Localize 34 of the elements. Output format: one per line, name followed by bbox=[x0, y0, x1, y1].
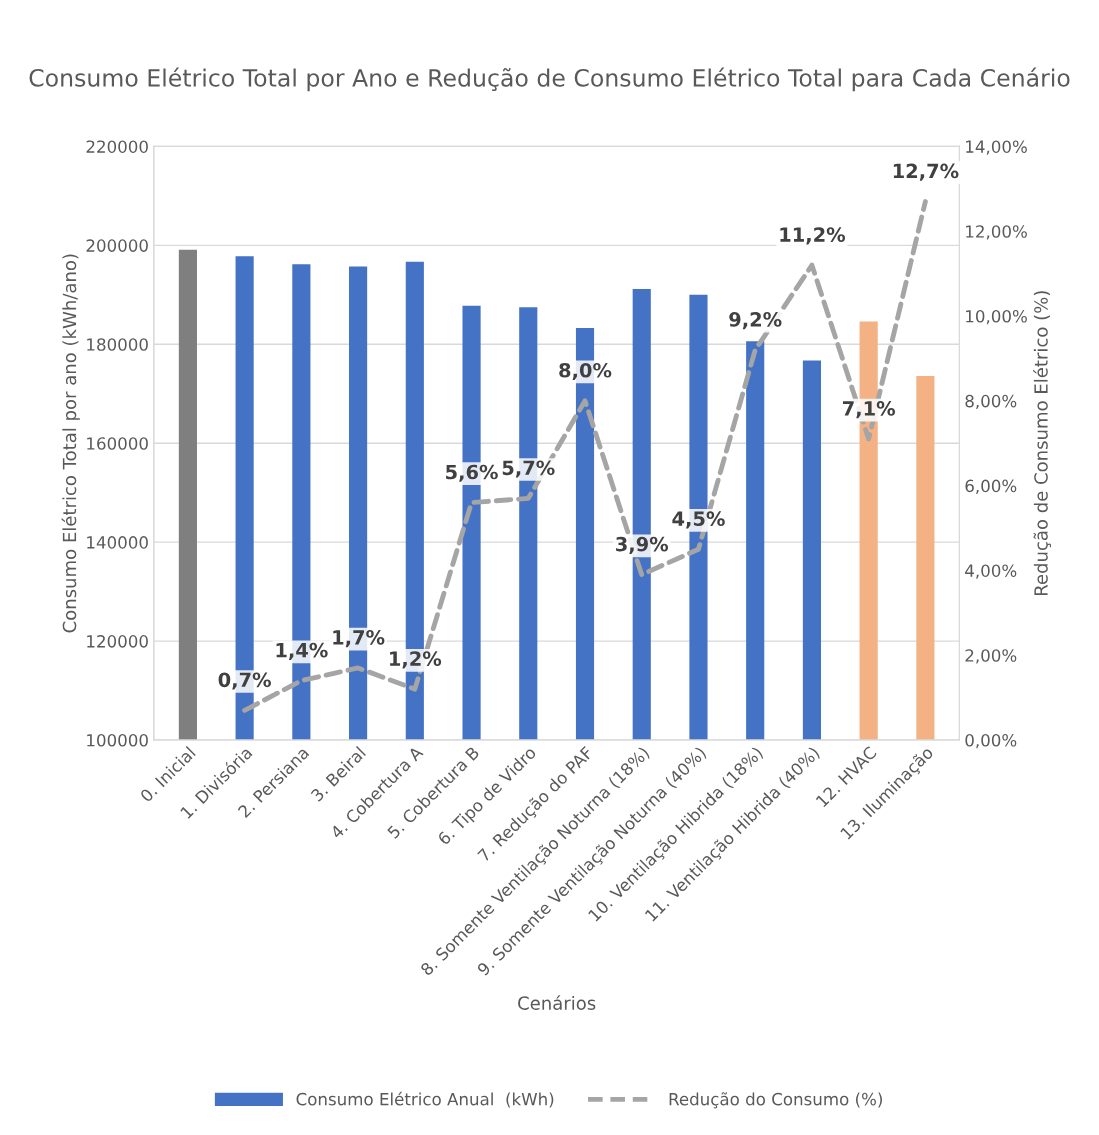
y2-tick-label: 4,00% bbox=[965, 564, 1017, 579]
data-label: 5,6% bbox=[446, 464, 498, 482]
data-label: 12,7% bbox=[893, 163, 959, 181]
data-label: 0,7% bbox=[218, 672, 271, 690]
data-label: 1,7% bbox=[333, 630, 385, 648]
x-axis-title: Cenários bbox=[518, 995, 596, 1010]
y2-tick-label: 6,00% bbox=[965, 479, 1017, 494]
chart-title: Consumo Elétrico Total por Ano e Redução de Consumo Elétrico Total para Cada Cenário bbox=[29, 67, 1070, 92]
y2-axis-title: Redução de Consumo Elétrico (%) bbox=[1033, 291, 1052, 596]
y-tick-label: 100000 bbox=[87, 733, 148, 747]
y2-tick-label: 8,00% bbox=[965, 394, 1017, 410]
legend-label: Redução do Consumo (%) bbox=[669, 1092, 882, 1109]
y-axis-title: Consumo Elétrico Total por ano (kWh/ano) bbox=[61, 254, 80, 633]
y-tick-label: 180000 bbox=[87, 338, 148, 351]
y-tick-label: 160000 bbox=[87, 437, 148, 450]
data-label: 1,2% bbox=[390, 651, 442, 669]
data-label: 11,2% bbox=[780, 227, 846, 245]
data-label: 9,2% bbox=[729, 312, 782, 330]
y-tick-label: 140000 bbox=[87, 536, 148, 549]
y-tick-label: 200000 bbox=[86, 239, 148, 252]
data-label: 1,4% bbox=[276, 642, 328, 660]
y2-tick-label: 10,00% bbox=[966, 309, 1027, 325]
data-label: 7,1% bbox=[843, 401, 895, 419]
y2-tick-label: 14,00% bbox=[966, 140, 1027, 155]
data-label: 5,7% bbox=[502, 460, 555, 478]
y-tick-label: 220000 bbox=[86, 140, 148, 153]
data-label: 3,9% bbox=[616, 536, 669, 554]
data-label: 4,5% bbox=[672, 511, 725, 529]
y2-tick-label: 12,00% bbox=[966, 225, 1027, 240]
legend-label: Consumo Elétrico Anual (kWh) bbox=[296, 1091, 554, 1108]
y-tick-label: 120000 bbox=[87, 635, 148, 648]
y2-tick-label: 0,00% bbox=[965, 733, 1017, 749]
data-label: 8,0% bbox=[559, 362, 612, 381]
y2-tick-label: 2,00% bbox=[965, 649, 1017, 664]
